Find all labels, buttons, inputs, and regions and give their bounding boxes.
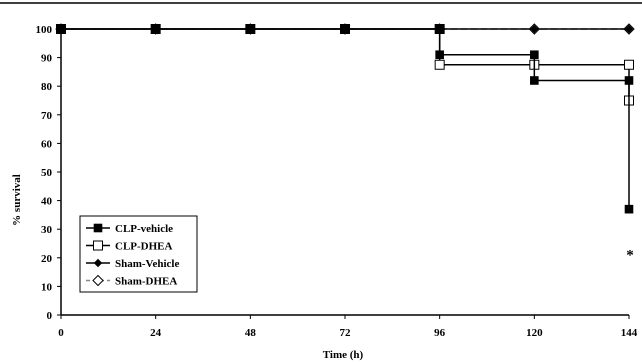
- x-tick-label: 144: [621, 327, 638, 339]
- legend-marker: [93, 240, 103, 251]
- series-clp-dhea: [56, 24, 634, 106]
- legend-marker: [93, 223, 103, 233]
- data-point: [530, 50, 539, 60]
- x-axis-title: Time (h): [323, 349, 364, 361]
- axes: 0 10 20 30 40 50 60 70 80 90 100 0 24 48 72 96 120 144: [36, 24, 638, 339]
- series-layer: *: [55, 23, 635, 263]
- y-tick-label: 100: [36, 24, 53, 36]
- series-clp-vehicle: [56, 24, 634, 214]
- data-point: [530, 24, 539, 34]
- y-axis-title: % survival: [11, 174, 23, 226]
- data-point: [435, 24, 444, 34]
- y-tick-label: 90: [41, 53, 53, 65]
- legend-label: Sham-DHEA: [115, 276, 177, 288]
- legend-label: CLP-DHEA: [115, 241, 173, 253]
- x-tick-label: 24: [150, 327, 162, 339]
- y-tick-label: 10: [41, 281, 53, 293]
- significance-asterisk: *: [626, 247, 634, 263]
- x-tick-label: 120: [526, 327, 543, 339]
- legend-marker: [93, 258, 103, 268]
- x-tick-label: 96: [434, 327, 446, 339]
- data-point: [434, 59, 445, 70]
- y-tick-label: 70: [41, 110, 53, 122]
- legend-item: Sham-DHEA: [86, 274, 177, 288]
- data-point: [246, 24, 255, 34]
- y-tick-label: 60: [41, 138, 53, 150]
- series-line: [61, 28, 630, 101]
- data-point: [56, 24, 66, 34]
- y-tick-label: 80: [41, 81, 53, 93]
- legend-item: CLP-DHEA: [86, 240, 173, 253]
- y-tick-label: 0: [47, 310, 53, 322]
- x-tick-label: 72: [340, 327, 352, 339]
- data-point: [624, 204, 634, 214]
- data-point: [340, 24, 350, 34]
- data-point: [530, 76, 539, 85]
- x-tick-label: 0: [58, 327, 64, 339]
- data-point: [435, 50, 444, 60]
- legend-marker: [92, 274, 104, 287]
- data-point: [624, 76, 634, 85]
- y-tick-label: 40: [41, 196, 53, 208]
- series-line: [61, 28, 630, 210]
- y-tick-label: 30: [41, 224, 53, 236]
- data-point: [624, 24, 634, 34]
- data-point: [624, 59, 634, 70]
- legend-item: Sham-Vehicle: [86, 258, 179, 270]
- y-tick-label: 50: [41, 167, 53, 179]
- legend-label: Sham-Vehicle: [115, 258, 179, 270]
- legend: CLP-vehicle CLP-DHEA Sham-Vehicle Sham-DHEA: [79, 215, 198, 293]
- x-tick-label: 48: [245, 327, 257, 339]
- legend-label: CLP-vehicle: [115, 223, 173, 235]
- legend-item: CLP-vehicle: [86, 223, 173, 235]
- y-tick-label: 20: [41, 253, 53, 265]
- data-point: [151, 24, 160, 34]
